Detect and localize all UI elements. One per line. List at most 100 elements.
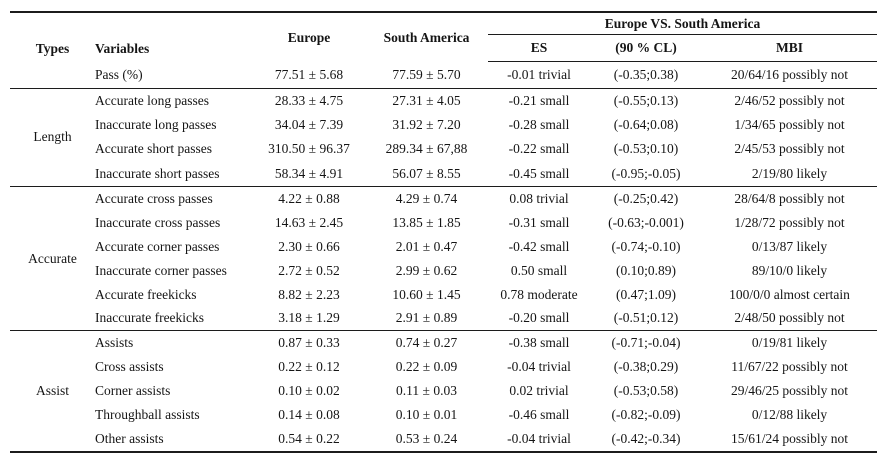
south-america-value: 2.01 ± 0.47	[395, 238, 458, 254]
variable-cell: Inaccurate corner passes	[95, 262, 227, 278]
mbi-value: 1/34/65 possibly not	[734, 117, 845, 133]
europe-value: 34.04 ± 7.39	[274, 117, 344, 133]
mbi-value: 0/13/87 likely	[751, 238, 828, 254]
south-america-value: 289.34 ± 67,88	[385, 141, 468, 157]
cl-value: (-0.53;0.10)	[613, 141, 679, 157]
cl-value: (-0.35;0.38)	[613, 66, 679, 82]
section-pass: Pass (%) 77.51 ± 5.68 77.59 ± 5.70 -0.01 tr…	[10, 62, 877, 89]
mbi-value: 0/19/81 likely	[751, 335, 828, 351]
south-america-value: 4.29 ± 0.74	[395, 191, 458, 206]
cl-value: (-0.74;-0.10)	[611, 238, 681, 254]
europe-value: 0.54 ± 0.22	[278, 431, 340, 447]
south-america-value: 2.99 ± 0.62	[395, 262, 458, 278]
variable-cell: Throughball assists	[95, 407, 200, 423]
es-value: -0.46 small	[508, 407, 570, 423]
variable-cell: Accurate corner passes	[95, 238, 220, 254]
cl-value: (-0.53;0.58)	[613, 383, 679, 399]
cl-value: (-0.38;0.29)	[613, 359, 679, 375]
cl-value: (-0.82;-0.09)	[611, 407, 681, 423]
mbi-value: 1/28/72 possibly not	[734, 214, 845, 230]
europe-value: 310.50 ± 96.37	[268, 141, 350, 157]
mbi-value: 20/64/16 possibly not	[730, 66, 848, 82]
variable-cell: Inaccurate freekicks	[95, 310, 205, 326]
col-header-mbi: MBI	[702, 35, 877, 62]
variable-cell: Cross assists	[95, 359, 164, 375]
es-value: -0.45 small	[508, 165, 570, 181]
south-america-value: 0.11 ± 0.03	[396, 383, 457, 399]
col-header-europe: Europe	[287, 29, 331, 45]
es-value: -0.01 trivial	[507, 66, 571, 82]
es-value: -0.42 small	[508, 238, 570, 254]
es-value: 0.02 trivial	[509, 383, 569, 399]
es-value: -0.38 small	[508, 335, 570, 351]
cl-value: (-0.51;0.12)	[613, 310, 679, 326]
es-value: -0.04 trivial	[507, 359, 571, 375]
south-america-value: 10.60 ± 1.45	[392, 286, 461, 302]
variable-cell: Accurate short passes	[95, 141, 212, 157]
mbi-value: 100/0/0 almost certain	[729, 286, 850, 302]
south-america-value: 31.92 ± 7.20	[392, 117, 461, 133]
type-cell: Accurate	[28, 250, 77, 266]
mbi-value: 0/12/88 likely	[751, 407, 828, 423]
mbi-value: 15/61/24 possibly not	[730, 431, 848, 447]
europe-value: 77.51 ± 5.68	[274, 66, 344, 82]
variable-cell: Accurate long passes	[95, 92, 209, 108]
europe-value: 28.33 ± 4.75	[274, 92, 344, 108]
europe-value: 0.87 ± 0.33	[278, 335, 340, 351]
variable-cell: Accurate cross passes	[95, 191, 213, 206]
cl-value: (0.47;1.09)	[616, 286, 676, 302]
variable-cell: Accurate freekicks	[95, 286, 197, 302]
south-america-value: 56.07 ± 8.55	[392, 165, 461, 181]
south-america-value: 27.31 ± 4.05	[392, 92, 461, 108]
mbi-value: 28/64/8 possibly not	[734, 191, 845, 206]
south-america-value: 0.74 ± 0.27	[395, 335, 458, 351]
variable-cell: Inaccurate cross passes	[95, 214, 221, 230]
south-america-value: 13.85 ± 1.85	[392, 214, 461, 230]
es-value: -0.28 small	[508, 117, 570, 133]
south-america-value: 2.91 ± 0.89	[395, 310, 458, 326]
col-header-types: Types	[35, 41, 70, 56]
col-header-south-america: South America	[383, 29, 470, 45]
paper-page: Types Variables Europe South America Eur…	[0, 11, 886, 454]
south-america-value: 0.53 ± 0.24	[395, 431, 458, 447]
mbi-value: 2/48/50 possibly not	[734, 310, 845, 326]
es-value: -0.20 small	[508, 310, 570, 326]
cl-value: (-0.63;-0.001)	[608, 214, 684, 230]
comparison-table: Types Variables Europe South America Eur…	[10, 11, 877, 454]
europe-value: 3.18 ± 1.29	[278, 310, 340, 326]
es-value: 0.08 trivial	[509, 191, 569, 206]
col-header-90-cl: (90 % CL)	[590, 35, 702, 62]
mbi-value: 11/67/22 possibly not	[731, 359, 848, 375]
europe-value: 0.22 ± 0.12	[278, 359, 340, 375]
section-length: Length Accurate long passes 28.33 ± 4.75 27…	[10, 89, 877, 188]
cl-value: (-0.55;0.13)	[613, 92, 679, 108]
variable-cell: Pass (%)	[95, 66, 143, 82]
section-assist: Assist Assists 0.87 ± 0.33 0.74 ± 0.27 -0.38…	[10, 331, 877, 454]
es-value: -0.21 small	[508, 92, 570, 108]
south-america-value: 0.22 ± 0.09	[395, 359, 458, 375]
mbi-value: 2/46/52 possibly not	[734, 92, 845, 108]
variable-cell: Assists	[95, 335, 134, 351]
variable-cell: Other assists	[95, 431, 164, 447]
es-value: -0.31 small	[508, 214, 570, 230]
europe-value: 2.72 ± 0.52	[278, 262, 340, 278]
cl-value: (-0.95;-0.05)	[611, 165, 681, 181]
mbi-value: 2/45/53 possibly not	[734, 141, 845, 157]
europe-value: 58.34 ± 4.91	[274, 165, 344, 181]
type-cell: Assist	[35, 383, 69, 399]
section-accurate: Accurate Accurate cross passes 4.22 ± 0.88…	[10, 187, 877, 332]
europe-value: 4.22 ± 0.88	[278, 191, 340, 206]
mbi-value: 29/46/25 possibly not	[730, 383, 848, 399]
variable-cell: Inaccurate long passes	[95, 117, 217, 133]
cl-value: (-0.64;0.08)	[613, 117, 679, 133]
mbi-value: 2/19/80 likely	[751, 165, 828, 181]
mbi-value: 89/10/0 likely	[751, 262, 828, 278]
variable-cell: Corner assists	[95, 383, 171, 399]
cl-value: (0.10;0.89)	[616, 262, 676, 278]
es-value: -0.22 small	[508, 141, 570, 157]
table-header: Types Variables Europe South America Eur…	[10, 13, 877, 62]
south-america-value: 0.10 ± 0.01	[395, 407, 458, 423]
cl-value: (-0.42;-0.34)	[611, 431, 681, 447]
europe-value: 2.30 ± 0.66	[278, 238, 340, 254]
col-header-es: ES	[488, 35, 590, 62]
